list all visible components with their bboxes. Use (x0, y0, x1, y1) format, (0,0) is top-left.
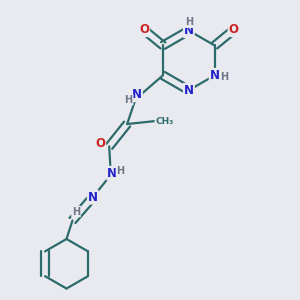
Text: O: O (229, 23, 238, 36)
Text: N: N (184, 84, 194, 97)
Text: O: O (139, 23, 149, 36)
Text: CH₃: CH₃ (155, 116, 174, 125)
Text: H: H (124, 94, 133, 104)
Text: N: N (210, 69, 220, 82)
Text: H: H (72, 206, 80, 217)
Text: N: N (107, 167, 117, 180)
Text: N: N (184, 24, 194, 37)
Text: O: O (95, 137, 105, 150)
Text: N: N (88, 191, 98, 204)
Text: H: H (116, 166, 124, 176)
Text: H: H (185, 17, 193, 27)
Text: N: N (132, 88, 142, 101)
Text: H: H (220, 72, 228, 82)
